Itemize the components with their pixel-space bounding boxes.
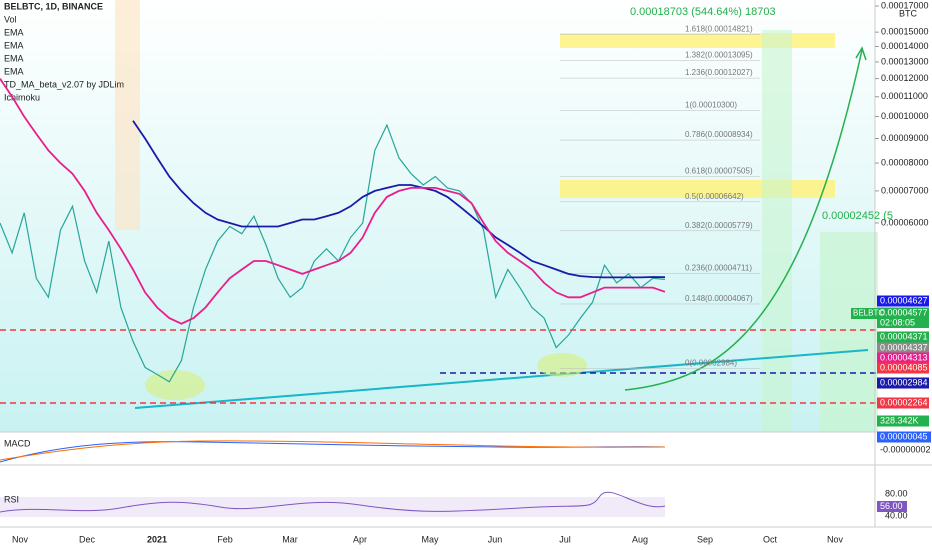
- price-tag-label: 0.00004337: [880, 342, 928, 352]
- legend-entry: EMA: [4, 53, 24, 63]
- legend-entry: EMA: [4, 27, 24, 37]
- macd-tag-label: 0.00000045: [880, 431, 928, 441]
- pane-label: RSI: [4, 494, 19, 504]
- fib-label: 0.786(0.00008934): [685, 130, 753, 139]
- x-tick-label: Jun: [488, 534, 503, 544]
- chart-title: BELBTC, 1D, BINANCE: [4, 1, 103, 11]
- rsi-tag-label: 56.00: [880, 501, 903, 511]
- highlight: [145, 370, 205, 400]
- rsi-tick: 80.00: [885, 488, 908, 498]
- price-tag: [877, 377, 929, 389]
- legend-entry: EMA: [4, 40, 24, 50]
- price-tag-label: 0.00002264: [880, 397, 928, 407]
- rsi-tag: [877, 501, 907, 512]
- ema-line: [0, 78, 666, 325]
- x-tick-label: Jul: [559, 534, 571, 544]
- y-tick-label: 0.00008000: [881, 157, 929, 167]
- legend-entry: Vol: [4, 14, 17, 24]
- signal-line: [0, 440, 666, 461]
- price-tag: [877, 397, 929, 409]
- target-zone: [820, 232, 878, 432]
- y-tick-label: 0.00017000: [881, 0, 929, 10]
- legend-entry: TD_MA_beta_v2.07 by JDLim: [4, 79, 124, 89]
- fib-zone: [560, 33, 835, 48]
- price-tag: [877, 415, 929, 427]
- target-zone: [762, 30, 792, 432]
- x-tick-label: Feb: [217, 534, 233, 544]
- highlight: [537, 353, 587, 377]
- price-tag: [877, 307, 929, 319]
- price-line: [0, 123, 666, 383]
- cloud: [115, 0, 140, 230]
- x-tick-label: Nov: [12, 534, 29, 544]
- fib-label: 0(0.00002984): [685, 359, 737, 368]
- price-tag-label: 0.00004085: [880, 362, 928, 372]
- price-tag: [877, 362, 929, 374]
- price-tag-label: 0.00004577: [880, 307, 928, 317]
- macd-tag: [877, 431, 931, 443]
- fib-label: 1(0.00010300): [685, 101, 737, 110]
- price-tag-label: 0.00004627: [880, 295, 928, 305]
- y-tick-label: 0.00013000: [881, 56, 929, 66]
- x-tick-label: Aug: [632, 534, 648, 544]
- x-tick-label: Apr: [353, 534, 367, 544]
- fib-label: 0.382(0.00005779): [685, 221, 753, 230]
- x-tick-label: Nov: [827, 534, 844, 544]
- legend-entry: EMA: [4, 66, 24, 76]
- y-tick-label: 0.00012000: [881, 73, 929, 83]
- x-tick-label: Dec: [79, 534, 96, 544]
- macd-line: [0, 441, 666, 463]
- fib-label: 0.5(0.00006642): [685, 192, 744, 201]
- rsi-line: [0, 491, 666, 513]
- x-tick-label: May: [421, 534, 439, 544]
- price-tag-label: 0.00004313: [880, 352, 928, 362]
- x-tick-label: Mar: [282, 534, 298, 544]
- ema-line: [132, 120, 666, 279]
- price-tag-label: 0.00004371: [880, 331, 928, 341]
- macd-tag: [877, 444, 931, 456]
- macd-tag-label: -0.00000002: [880, 444, 931, 454]
- price-tag-label: 328.342K: [880, 415, 919, 425]
- fib-label: 1.236(0.00012027): [685, 68, 753, 77]
- x-tick-label: Oct: [763, 534, 778, 544]
- symbol-tag-label: BELBTC: [853, 309, 884, 318]
- x-tick-label: 2021: [147, 534, 167, 544]
- legend-entry: Ichimoku: [4, 92, 40, 102]
- projection-arrow: [624, 49, 863, 391]
- symbol-tag: [851, 308, 879, 319]
- price-tag: [877, 295, 929, 307]
- countdown-tag: [877, 318, 929, 328]
- y-tick-label: 0.00010000: [881, 111, 929, 121]
- price-tag-label: 0.00002984: [880, 377, 928, 387]
- price-tag: [877, 352, 929, 364]
- trend-line: [134, 349, 869, 409]
- price-tag: [877, 331, 929, 343]
- target-annotation: 0.00018703 (544.64%) 18703: [630, 6, 776, 18]
- y-tick-label: 0.00007000: [881, 185, 929, 195]
- rsi-band: [0, 497, 665, 517]
- currency: BTC: [899, 8, 918, 18]
- pane-label: MACD: [4, 438, 31, 448]
- y-tick-label: 0.00015000: [881, 26, 929, 36]
- y-tick-label: 0.00011000: [881, 91, 928, 101]
- fib-label: 0.148(0.00004067): [685, 294, 753, 303]
- fib-label: 1.618(0.00014821): [685, 25, 753, 34]
- x-tick-label: Sep: [697, 534, 713, 544]
- y-tick-label: 0.00006000: [881, 217, 929, 227]
- y-tick-label: 0.00009000: [881, 133, 929, 143]
- arrow-head: [855, 46, 867, 61]
- rsi-tick: 40.00: [885, 510, 908, 520]
- price-tag: [877, 342, 929, 354]
- annotation: 0.00002452 (5: [822, 210, 893, 222]
- y-tick-label: 0.00014000: [881, 41, 929, 51]
- fib-label: 0.618(0.00007505): [685, 166, 753, 175]
- countdown: 02:08:05: [880, 317, 915, 327]
- fib-label: 0.236(0.00004711): [685, 263, 752, 272]
- fib-label: 1.382(0.00013095): [685, 51, 753, 60]
